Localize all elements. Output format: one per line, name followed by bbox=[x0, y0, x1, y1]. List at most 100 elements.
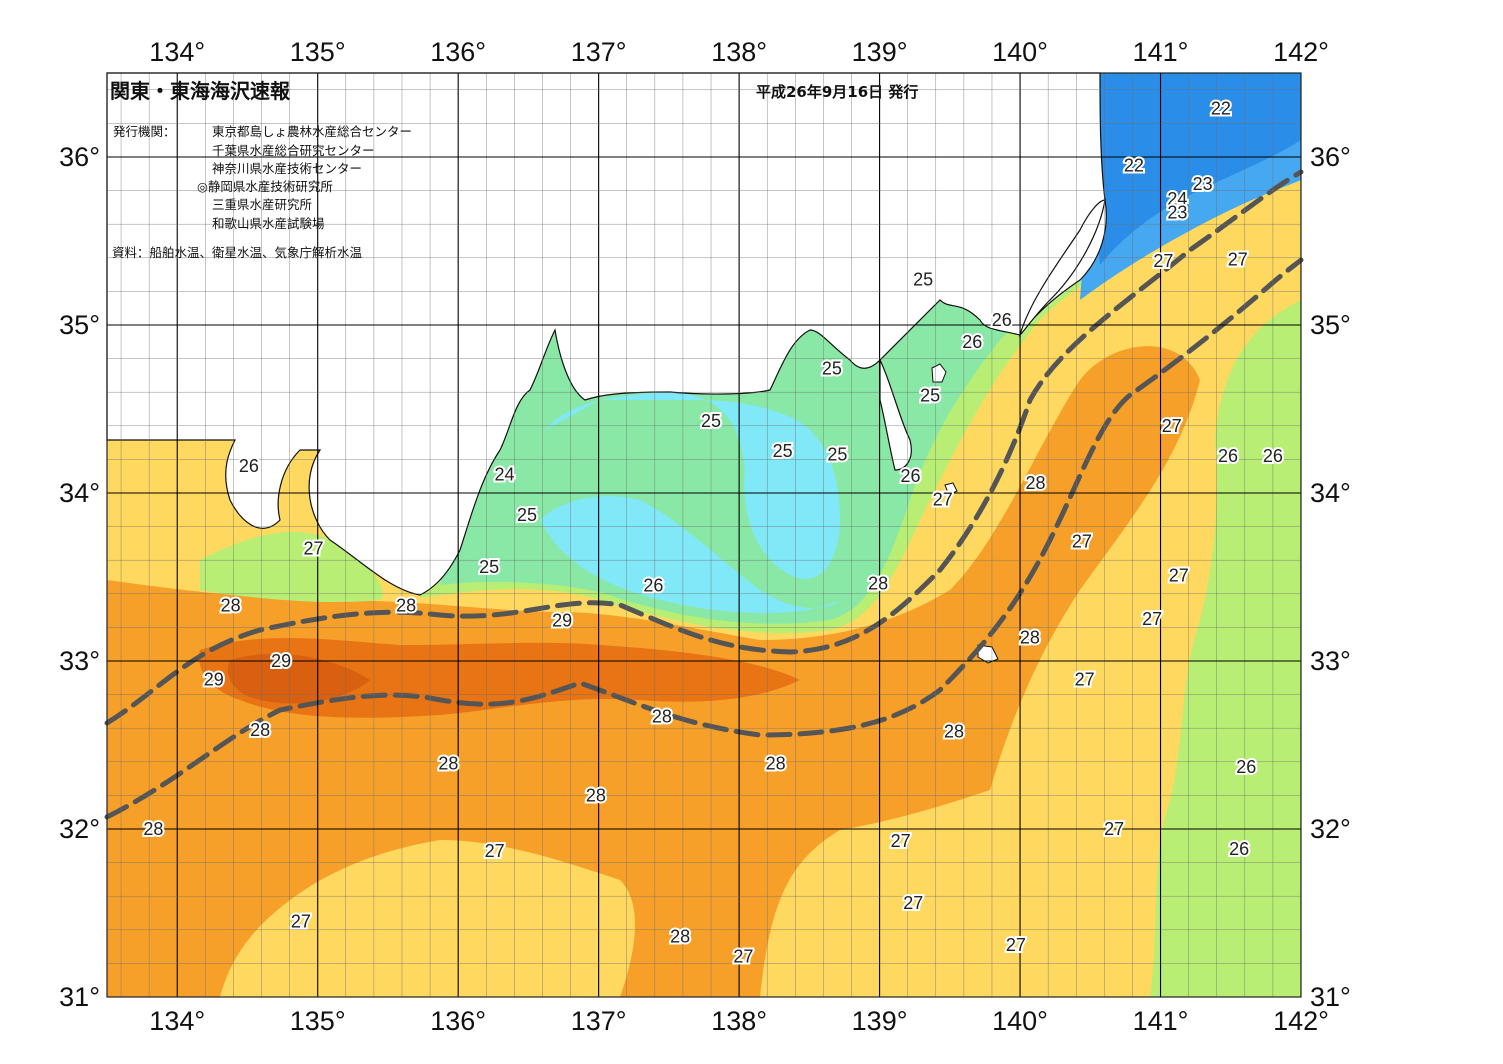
contour-label: 27 bbox=[1169, 565, 1189, 585]
contour-label: 28 bbox=[438, 753, 458, 773]
contour-label: 26 bbox=[992, 310, 1012, 330]
contour-label: 26 bbox=[962, 332, 982, 352]
latitude-label: 31° bbox=[1310, 982, 1351, 1012]
latitude-label: 34° bbox=[59, 478, 100, 508]
latitude-label: 34° bbox=[1310, 478, 1351, 508]
longitude-label: 136° bbox=[430, 37, 486, 67]
lat-lon-grid bbox=[107, 73, 1301, 997]
contour-label: 28 bbox=[944, 722, 964, 742]
latitude-label: 32° bbox=[59, 814, 100, 844]
contour-label: 28 bbox=[396, 596, 416, 616]
contour-label: 26 bbox=[1236, 757, 1256, 777]
contour-label: 27 bbox=[891, 831, 911, 851]
contour-label: 25 bbox=[517, 505, 537, 525]
contour-label: 24 bbox=[1167, 189, 1187, 209]
contour-label: 28 bbox=[250, 720, 270, 740]
contour-label: 25 bbox=[827, 444, 847, 464]
contour-label: 27 bbox=[1153, 251, 1173, 271]
contour-label: 22 bbox=[1124, 155, 1144, 175]
issuer-item: 三重県水産研究所 bbox=[212, 197, 312, 212]
contour-label: 27 bbox=[933, 490, 953, 510]
latitude-label: 36° bbox=[1310, 142, 1351, 172]
issue-date: 平成26年9月16日 発行 bbox=[756, 83, 918, 101]
contour-label: 27 bbox=[1075, 669, 1095, 689]
longitude-label: 134° bbox=[149, 1006, 205, 1036]
longitude-label: 140° bbox=[992, 37, 1048, 67]
contour-label: 27 bbox=[303, 538, 323, 558]
island-miyake bbox=[944, 482, 958, 496]
kuroshio-south-edge bbox=[104, 257, 1304, 820]
contour-label: 26 bbox=[1263, 446, 1283, 466]
latitude-label: 32° bbox=[1310, 814, 1351, 844]
latitude-label: 36° bbox=[59, 142, 100, 172]
contour-label: 27 bbox=[291, 911, 311, 931]
longitude-labels-top: 134° 135° 136° 137° 138° 139° 140° 141° 142° bbox=[149, 37, 1329, 67]
issuer-item: 東京都島しょ農林水産総合センター bbox=[212, 124, 412, 139]
contour-label: 25 bbox=[479, 557, 499, 577]
issuer-item: 千葉県水産総合研究センター bbox=[212, 143, 375, 158]
contour-label: 25 bbox=[773, 441, 793, 461]
latitude-labels-right: 36° 35° 34° 33° 32° 31° bbox=[1310, 142, 1351, 1012]
longitude-label: 138° bbox=[711, 1006, 767, 1036]
contour-label: 26 bbox=[1229, 839, 1249, 859]
longitude-label: 138° bbox=[711, 37, 767, 67]
contour-label: 25 bbox=[920, 386, 940, 406]
longitude-label: 141° bbox=[1133, 37, 1189, 67]
contour-label: 28 bbox=[766, 753, 786, 773]
longitude-label: 140° bbox=[992, 1006, 1048, 1036]
sst-band-24 bbox=[540, 392, 840, 614]
contour-label: 28 bbox=[1020, 627, 1040, 647]
land-izu-peninsula bbox=[879, 359, 912, 471]
contour-label: 25 bbox=[913, 270, 933, 290]
contour-label: 27 bbox=[733, 947, 753, 967]
contour-label: 25 bbox=[701, 411, 721, 431]
latitude-label: 31° bbox=[59, 982, 100, 1012]
map-frame bbox=[106, 72, 1302, 998]
longitude-label: 135° bbox=[290, 37, 346, 67]
contour-label: 28 bbox=[1025, 473, 1045, 493]
contour-label: 29 bbox=[552, 611, 572, 631]
issuer-item: 和歌山県水産試験場 bbox=[212, 216, 325, 231]
latitude-label: 35° bbox=[59, 310, 100, 340]
map-title: 関東・東海海沢速報 bbox=[110, 79, 291, 103]
contour-label: 23 bbox=[1193, 174, 1213, 194]
sst-band-29-max bbox=[227, 653, 370, 704]
longitude-labels-bottom: 134° 135° 136° 137° 138° 139° 140° 141° 142° bbox=[149, 1006, 1329, 1036]
contour-label: 27 bbox=[1228, 249, 1248, 269]
contour-label: 27 bbox=[1162, 416, 1182, 436]
issuer-list: 東京都島しょ農林水産総合センター 千葉県水産総合研究センター 神奈川県水産技術セ… bbox=[197, 124, 412, 231]
contour-label: 27 bbox=[1072, 532, 1092, 552]
sst-band-22 bbox=[1096, 73, 1301, 265]
contour-label: 27 bbox=[1104, 819, 1124, 839]
longitude-label: 137° bbox=[571, 37, 627, 67]
contour-label: 25 bbox=[822, 359, 842, 379]
contour-label: 28 bbox=[652, 706, 672, 726]
longitude-label: 142° bbox=[1273, 1006, 1329, 1036]
contour-label: 24 bbox=[495, 465, 515, 485]
longitude-label: 134° bbox=[149, 37, 205, 67]
contour-label: 26 bbox=[1218, 446, 1238, 466]
land-honshu bbox=[106, 72, 1107, 596]
data-source: 資料：船舶水温、衛星水温、気象庁解析水温 bbox=[112, 245, 363, 260]
latitude-label: 33° bbox=[1310, 646, 1351, 676]
longitude-label: 141° bbox=[1133, 1006, 1189, 1036]
contour-label: 28 bbox=[221, 596, 241, 616]
contour-label: 26 bbox=[643, 575, 663, 595]
contour-label: 22 bbox=[1211, 98, 1231, 118]
contour-label: 27 bbox=[485, 841, 505, 861]
contour-label: 27 bbox=[1142, 609, 1162, 629]
contour-label: 27 bbox=[1006, 935, 1026, 955]
contour-label: 29 bbox=[204, 669, 224, 689]
contour-label: 23 bbox=[1167, 202, 1187, 222]
longitude-label: 136° bbox=[430, 1006, 486, 1036]
issuer-item: 神奈川県水産技術センター bbox=[212, 161, 362, 176]
contour-label: 28 bbox=[143, 819, 163, 839]
sst-band-26-kii bbox=[200, 531, 383, 602]
contour-label: 27 bbox=[903, 893, 923, 913]
latitude-labels-left: 36° 35° 34° 33° 32° 31° bbox=[59, 142, 100, 1012]
longitude-label: 135° bbox=[290, 1006, 346, 1036]
contour-label: 28 bbox=[868, 574, 888, 594]
contour-label: 28 bbox=[670, 927, 690, 947]
